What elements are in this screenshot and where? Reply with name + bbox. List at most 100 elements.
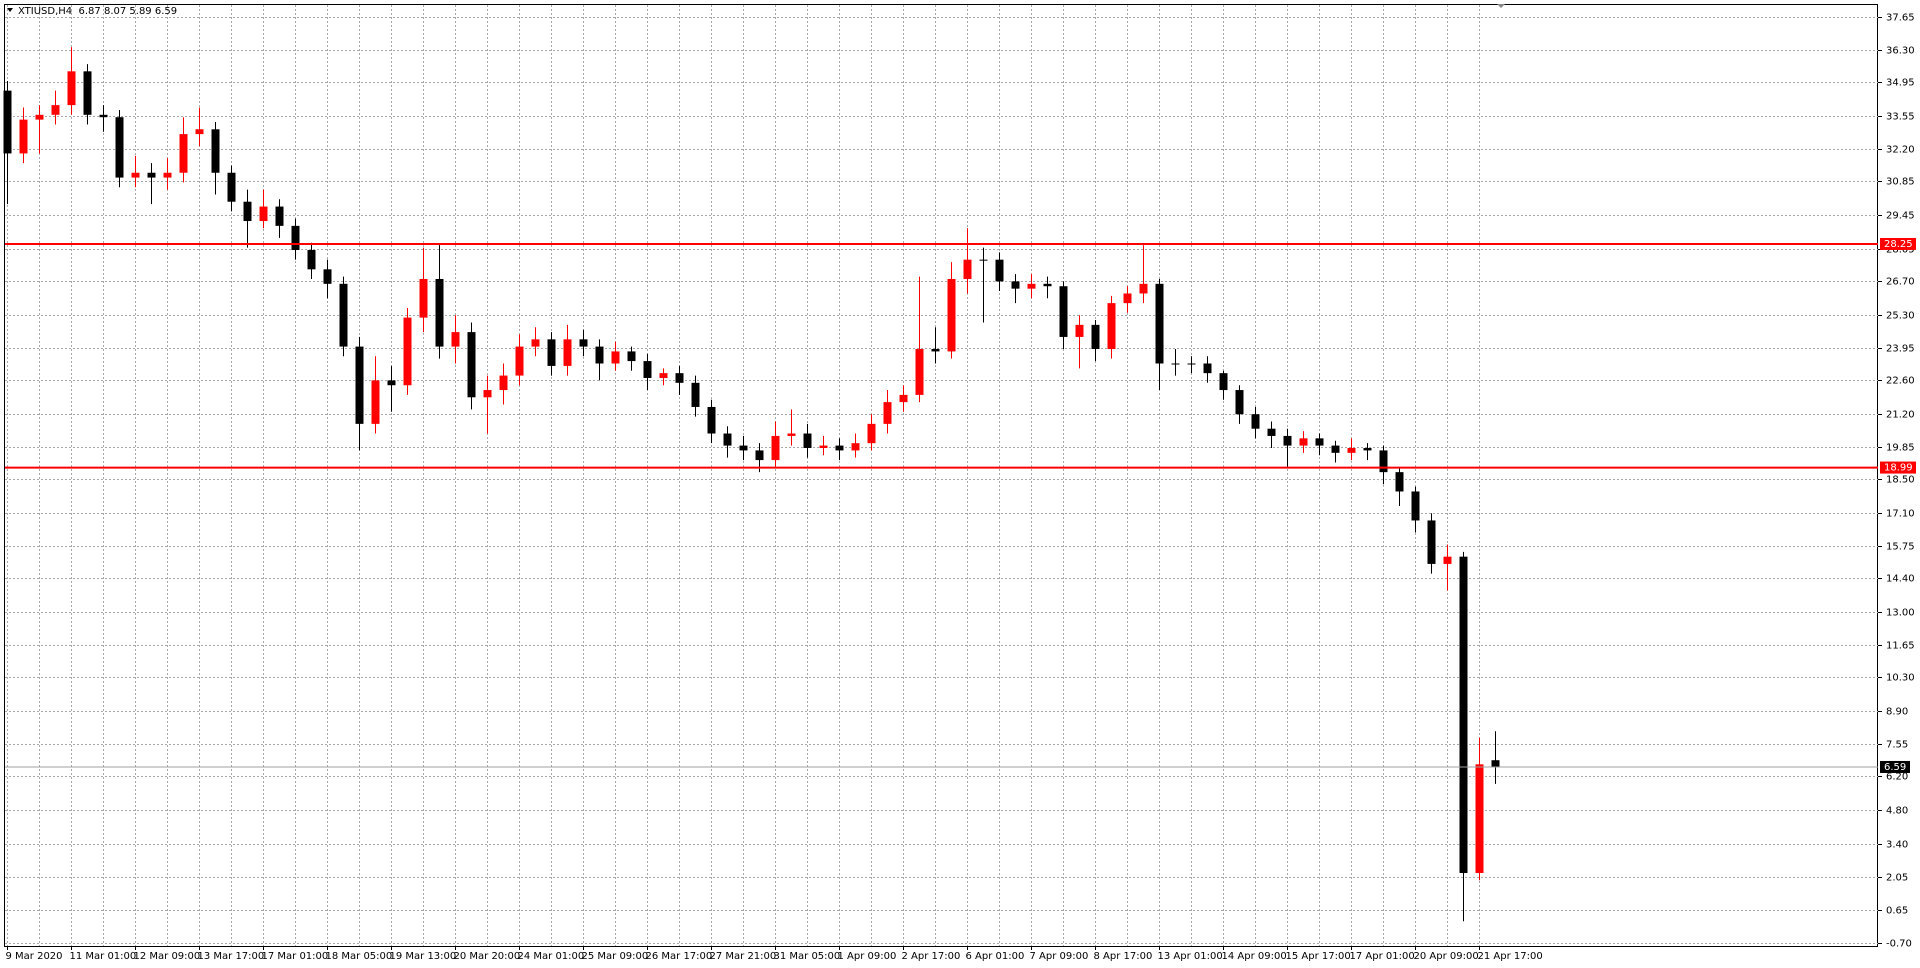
candle-body xyxy=(1043,283,1052,287)
candle-body xyxy=(531,339,540,347)
candle-body xyxy=(1187,363,1196,365)
x-tick-label: 27 Mar 21:00 xyxy=(710,951,777,962)
candle-body xyxy=(883,402,892,424)
x-tick-label: 9 Mar 2020 xyxy=(6,951,63,962)
y-tick-label: 29.45 xyxy=(1886,211,1915,222)
candle-body xyxy=(563,339,572,366)
candle-body xyxy=(115,117,124,178)
candle-body xyxy=(1203,363,1212,374)
candle-body xyxy=(131,172,140,178)
y-tick-label: 21.20 xyxy=(1886,410,1915,421)
candle-body xyxy=(547,339,556,366)
candle-body xyxy=(1107,303,1116,350)
y-tick-label: 17.10 xyxy=(1886,509,1915,520)
candle-body xyxy=(275,206,284,226)
candle-body xyxy=(803,433,812,449)
y-tick-label: 30.85 xyxy=(1886,177,1915,188)
candle-body xyxy=(1027,283,1036,289)
candle-body xyxy=(835,445,844,451)
candle-body xyxy=(1363,448,1372,451)
candle-body xyxy=(467,332,476,398)
level-label: 28.25 xyxy=(1884,239,1913,250)
y-tick-label: 0.65 xyxy=(1886,906,1908,917)
x-tick-label: 13 Apr 01:00 xyxy=(1158,951,1223,962)
candle-body xyxy=(1331,445,1340,453)
level-label: 18.99 xyxy=(1884,463,1913,474)
y-tick-label: 26.70 xyxy=(1886,277,1915,288)
x-tick-label: 19 Mar 13:00 xyxy=(390,951,457,962)
candle-body xyxy=(179,134,188,173)
candle-body xyxy=(1011,281,1020,289)
candle-body xyxy=(515,346,524,376)
x-tick-label: 2 Apr 17:00 xyxy=(902,951,961,962)
candle-body xyxy=(1443,556,1452,564)
candle-body xyxy=(483,390,492,398)
candle-body xyxy=(771,435,780,461)
candle-body xyxy=(451,332,460,347)
menu-triangle[interactable] xyxy=(7,8,13,12)
candle-body xyxy=(307,250,316,270)
candle-body xyxy=(1267,428,1276,436)
y-tick-label: 13.00 xyxy=(1886,608,1915,619)
y-tick-label: 10.30 xyxy=(1886,673,1915,684)
chart-title: XTIUSD,H4 6.87 8.07 5.89 6.59 xyxy=(18,6,177,17)
candle-body xyxy=(1235,390,1244,415)
x-tick-label: 7 Apr 09:00 xyxy=(1030,951,1089,962)
candle-body xyxy=(1171,363,1180,365)
candle-body xyxy=(1139,283,1148,294)
candle-body xyxy=(1091,324,1100,350)
y-tick-label: 18.50 xyxy=(1886,475,1915,486)
x-tick-label: 6 Apr 01:00 xyxy=(966,951,1025,962)
candle-body xyxy=(1155,283,1164,364)
y-tick-label: 22.60 xyxy=(1886,376,1915,387)
x-tick-label: 17 Apr 01:00 xyxy=(1350,951,1415,962)
y-tick-label: 25.30 xyxy=(1886,311,1915,322)
y-tick-label: 6.20 xyxy=(1886,772,1908,783)
y-tick-label: 14.40 xyxy=(1886,574,1915,585)
candle-body xyxy=(947,278,956,352)
y-tick-label: 7.55 xyxy=(1886,740,1908,751)
candle-body xyxy=(659,373,668,378)
last-price-label: 6.59 xyxy=(1884,762,1906,773)
candle-body xyxy=(1315,438,1324,446)
candle-body xyxy=(595,346,604,364)
shift-marker xyxy=(1497,4,1505,8)
candle-body xyxy=(147,172,156,178)
level-label-box xyxy=(1880,237,1916,250)
level-label-box xyxy=(1880,461,1916,474)
candle-body xyxy=(195,129,204,135)
candle-body xyxy=(227,172,236,202)
y-tick-label: 8.90 xyxy=(1886,707,1908,718)
candle-body xyxy=(739,445,748,451)
x-tick-label: 1 Apr 09:00 xyxy=(838,951,897,962)
x-tick-label: 15 Apr 17:00 xyxy=(1286,951,1351,962)
candle-body xyxy=(787,433,796,436)
candle-body xyxy=(1427,520,1436,564)
y-tick-label: 32.20 xyxy=(1886,145,1915,156)
x-tick-label: 20 Apr 09:00 xyxy=(1414,951,1479,962)
candle-body xyxy=(851,443,860,451)
grid xyxy=(5,5,1878,946)
x-tick-label: 11 Mar 01:00 xyxy=(70,951,137,962)
candle-body xyxy=(611,351,620,364)
candle-body xyxy=(995,259,1004,282)
y-tick-label: 36.30 xyxy=(1886,46,1915,57)
x-tick-label: 20 Mar 20:00 xyxy=(454,951,521,962)
y-tick-label: 2.05 xyxy=(1886,873,1908,884)
y-tick-label: 28.05 xyxy=(1886,245,1915,256)
x-tick-label: 21 Apr 17:00 xyxy=(1478,951,1543,962)
candle-body xyxy=(387,380,396,386)
y-tick-label: 37.65 xyxy=(1886,13,1915,24)
candle-body xyxy=(1059,286,1068,337)
candle-body xyxy=(3,90,12,154)
candle-body xyxy=(963,259,972,279)
candle-body xyxy=(1075,324,1084,337)
candle-body xyxy=(755,450,764,461)
candle-body xyxy=(979,259,988,261)
candle-body xyxy=(291,225,300,251)
x-tick-label: 12 Mar 09:00 xyxy=(134,951,201,962)
candle-body xyxy=(259,206,268,222)
y-tick-label: 34.95 xyxy=(1886,78,1915,89)
